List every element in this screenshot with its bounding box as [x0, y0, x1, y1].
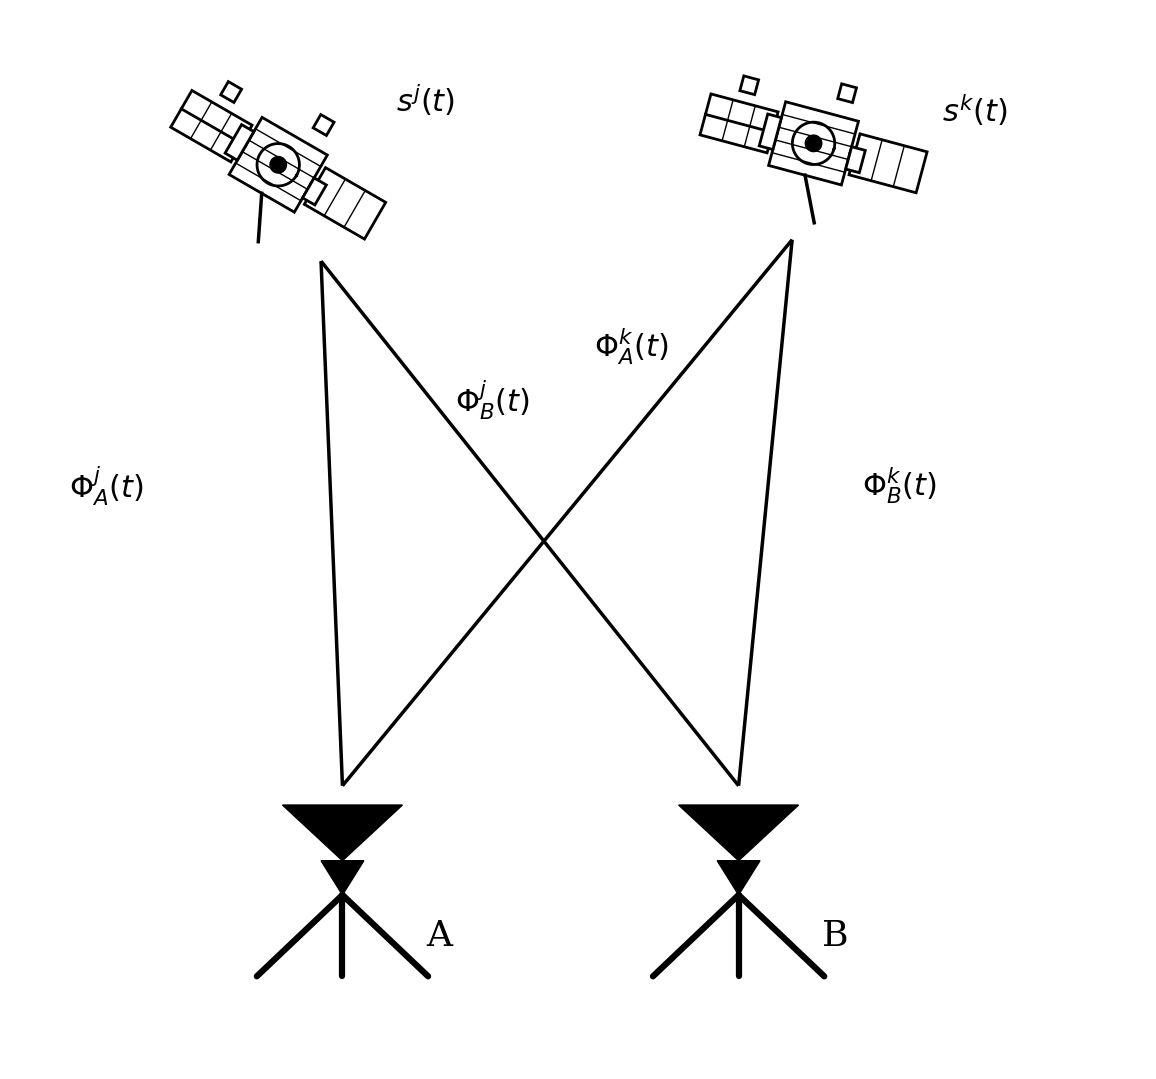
Polygon shape	[221, 82, 242, 103]
Text: $s^{k}(t)$: $s^{k}(t)$	[942, 93, 1008, 129]
Polygon shape	[271, 156, 287, 173]
Polygon shape	[321, 861, 364, 894]
Text: $\Phi^{k}_{A}(t)$: $\Phi^{k}_{A}(t)$	[594, 327, 669, 367]
Polygon shape	[759, 114, 781, 150]
Polygon shape	[225, 124, 254, 160]
Text: $\Phi^{j}_{B}(t)$: $\Phi^{j}_{B}(t)$	[454, 379, 529, 422]
Polygon shape	[679, 805, 799, 861]
Polygon shape	[313, 114, 334, 136]
Text: $\Phi^{k}_{B}(t)$: $\Phi^{k}_{B}(t)$	[861, 466, 936, 506]
Polygon shape	[740, 76, 758, 95]
Polygon shape	[849, 134, 927, 193]
Polygon shape	[282, 805, 402, 861]
Text: $s^{j}(t)$: $s^{j}(t)$	[397, 82, 455, 119]
Polygon shape	[701, 94, 778, 153]
Polygon shape	[717, 861, 759, 894]
Text: A: A	[425, 918, 452, 953]
Polygon shape	[304, 167, 386, 240]
Polygon shape	[769, 101, 859, 185]
Text: B: B	[822, 918, 849, 953]
Polygon shape	[303, 178, 326, 205]
Polygon shape	[171, 91, 252, 162]
Text: $\Phi^{j}_{A}(t)$: $\Phi^{j}_{A}(t)$	[69, 464, 144, 508]
Polygon shape	[846, 147, 866, 173]
Polygon shape	[838, 84, 857, 103]
Polygon shape	[806, 135, 822, 151]
Polygon shape	[229, 118, 327, 213]
